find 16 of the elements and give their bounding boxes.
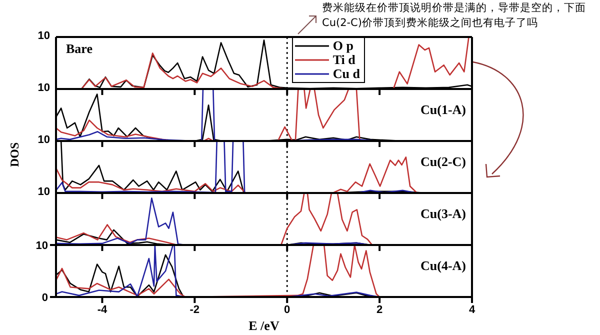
x-tick-label: 2 — [376, 304, 383, 316]
text: Cu(1-A) — [420, 102, 466, 118]
x-tick-label: 4 — [468, 304, 476, 316]
legend-label: O p — [332, 38, 354, 54]
chart-title: Bare — [66, 41, 92, 57]
x-tick-label: -2 — [190, 304, 200, 316]
text: 费米能级在价带顶说明价带是满的，导带是空的，下面 Cu(2-C)价带顶到费米能级之间也有电子了吗 — [322, 1, 587, 31]
text: Cu(3-A) — [420, 206, 466, 222]
x-tick-label: 0 — [284, 304, 290, 316]
x-axis-title: E /eV — [248, 318, 280, 334]
y-axis-title: DOS — [7, 142, 22, 167]
text: Cu(2-C) — [420, 154, 466, 170]
x-tick-label: -4 — [97, 304, 108, 316]
legend-label: Ti d — [332, 52, 356, 68]
text: Cu(4-A) — [420, 258, 466, 274]
legend-label: Cu d — [332, 66, 360, 82]
